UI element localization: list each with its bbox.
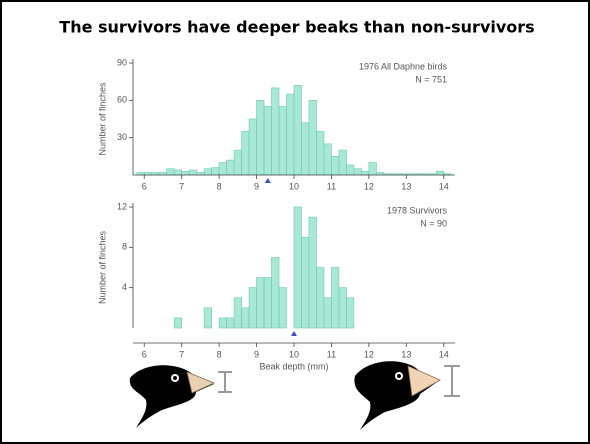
x-tick-label: 10 — [289, 349, 299, 359]
bar — [173, 169, 182, 176]
bar — [435, 170, 445, 176]
x-tick-label: 10 — [289, 181, 299, 191]
x-tick-label: 8 — [217, 181, 222, 191]
bar — [233, 149, 242, 176]
y-tick-label: 30 — [117, 132, 127, 142]
bar — [278, 106, 287, 176]
bar — [331, 267, 340, 329]
bar — [248, 118, 257, 176]
bar — [263, 106, 272, 176]
y-tick-label: 8 — [122, 242, 127, 252]
bar — [338, 149, 347, 176]
bar — [203, 307, 212, 329]
x-tick-label: 9 — [254, 181, 259, 191]
bar — [346, 164, 355, 176]
bird-right — [354, 361, 460, 430]
bar — [323, 297, 332, 329]
bar — [241, 307, 250, 329]
bar — [308, 100, 317, 176]
bar — [226, 317, 235, 329]
bar — [188, 169, 197, 176]
y-tick-label: 4 — [122, 282, 127, 292]
bar — [248, 287, 257, 329]
bar — [301, 236, 310, 329]
annotation: 1976 All Daphne birds — [359, 61, 448, 71]
bar — [256, 277, 265, 329]
y-axis-label: Number of finches — [97, 230, 107, 304]
bar — [301, 122, 310, 176]
bar — [233, 297, 242, 329]
x-tick-label: 11 — [327, 181, 336, 191]
x-tick-label: 7 — [179, 349, 184, 359]
x-tick-label: 14 — [439, 181, 449, 191]
bar — [218, 317, 227, 329]
bar — [173, 317, 182, 329]
bar — [293, 206, 302, 329]
y-axis-label: Number of finches — [97, 82, 107, 156]
bar — [203, 168, 212, 176]
bar — [241, 131, 250, 176]
bar — [166, 168, 175, 176]
x-tick-label: 6 — [142, 349, 147, 359]
bar — [181, 170, 190, 176]
bar — [308, 216, 317, 329]
mean-marker — [264, 178, 271, 183]
bar — [271, 257, 280, 329]
slide-title: The survivors have deeper beaks than non… — [59, 18, 534, 37]
x-tick-label: 14 — [439, 349, 449, 359]
x-tick-label: 12 — [364, 181, 374, 191]
bar — [346, 297, 355, 329]
y-tick-label: 60 — [117, 95, 127, 105]
x-tick-label: 13 — [401, 181, 411, 191]
x-tick-label: 9 — [254, 349, 259, 359]
bar — [211, 167, 220, 176]
x-tick-label: 8 — [217, 349, 222, 359]
annotation: N = 751 — [415, 74, 447, 84]
y-tick-label: 90 — [117, 57, 127, 67]
bar — [368, 162, 377, 176]
mean-marker — [291, 331, 297, 336]
bar — [271, 87, 280, 176]
bar — [338, 287, 347, 329]
annotation: N = 90 — [420, 218, 447, 228]
bar — [218, 162, 227, 176]
bar — [316, 267, 325, 329]
x-tick-label: 13 — [401, 349, 411, 359]
bar — [316, 131, 325, 176]
x-tick-label: 11 — [327, 349, 336, 359]
bar — [361, 170, 370, 176]
bar — [278, 287, 287, 329]
bar — [226, 159, 235, 176]
bar — [263, 277, 272, 329]
annotation: 1978 Survivors — [387, 205, 448, 215]
x-tick-label: 6 — [142, 181, 147, 191]
y-tick-label: 12 — [117, 201, 127, 211]
bar — [323, 143, 332, 176]
bar — [353, 168, 362, 176]
bar — [331, 156, 340, 176]
x-axis-label: Beak depth (mm) — [259, 361, 328, 371]
x-tick-label: 7 — [179, 181, 184, 191]
bar — [293, 85, 302, 176]
bar — [256, 100, 265, 176]
bird-left — [129, 365, 232, 428]
bar — [286, 93, 295, 176]
x-tick-label: 12 — [364, 349, 374, 359]
